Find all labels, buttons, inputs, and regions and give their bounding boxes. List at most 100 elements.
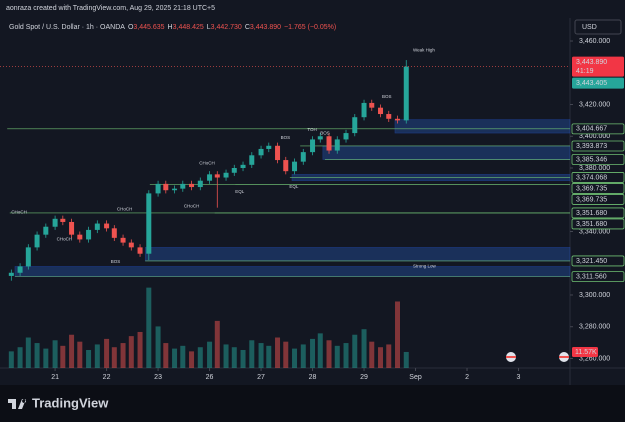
candle-body (111, 228, 117, 238)
volume-bar (17, 347, 23, 368)
volume-bar (77, 341, 83, 368)
volume-bar (240, 349, 246, 368)
y-tick-label: 3,460.000 (579, 38, 610, 45)
volume-bar (386, 344, 392, 368)
volume-bar (266, 345, 272, 368)
candle-body (317, 136, 323, 140)
annotation: Weak High (413, 48, 435, 53)
x-tick-label: 2 (465, 374, 469, 381)
volume-bar (120, 343, 126, 368)
volume-bar (111, 347, 117, 368)
volume-bar (283, 341, 289, 368)
ohlc-value: 3,442.730 (211, 24, 242, 31)
annotation: CHoCH (117, 206, 133, 211)
candle-body (43, 226, 49, 235)
annotation: CHoCH (11, 210, 27, 215)
volume-bar (94, 344, 100, 368)
level-box (571, 207, 625, 219)
candle-body (378, 107, 384, 115)
volume-bar (155, 326, 161, 368)
volume-bar (334, 345, 340, 368)
candle-body (60, 218, 66, 222)
candle-body (8, 272, 14, 276)
candle-body (266, 145, 272, 149)
volume-bar (395, 301, 401, 368)
y-tick-label: 3,280.000 (579, 324, 610, 331)
volume-bar (8, 351, 14, 368)
ohlc-value: 3,445.635 (133, 24, 164, 31)
level-label: 3,311.560 (576, 273, 607, 280)
candle-body (137, 247, 143, 254)
ohlc-key: C (245, 24, 250, 31)
candle-body (128, 242, 134, 248)
y-tick-label: 3,400.000 (579, 133, 610, 140)
candle-body (403, 66, 409, 121)
x-tick-label: Sep (409, 374, 422, 381)
candle-body (292, 161, 298, 172)
candle-body (258, 148, 264, 156)
countdown: 41:19 (576, 68, 594, 75)
level-box (571, 271, 625, 283)
order-block (322, 145, 571, 160)
volume-bar (180, 345, 186, 368)
annotation: EQL (235, 189, 245, 194)
volume-bar (258, 343, 264, 368)
symbol-legend: Gold Spot / U.S. Dollar · 1h · OANDA O3,4… (9, 24, 336, 31)
candle-body (223, 172, 229, 178)
flag-icon (506, 352, 516, 362)
annotation: EQL (289, 184, 299, 189)
level-label: 3,374.068 (576, 174, 607, 181)
x-tick-label: 26 (206, 374, 214, 381)
brand: TradingView (32, 395, 109, 410)
y-tick-label: 3,380.000 (579, 165, 610, 172)
x-tick-label: 29 (360, 374, 368, 381)
x-tick-label: 28 (309, 374, 317, 381)
ohlc-key: L (207, 24, 211, 31)
candle-body (214, 174, 220, 178)
level-box (571, 183, 625, 194)
author-line: aonraza created with TradingView.com, Au… (6, 5, 215, 12)
candle-body (25, 247, 31, 267)
annotation: CHoCH (199, 160, 215, 165)
volume-bar (231, 347, 237, 368)
candle-body (369, 102, 375, 108)
annotation: BOS (281, 135, 291, 140)
last-price-label: 3,443.890 (576, 59, 607, 66)
currency-box[interactable] (574, 19, 622, 35)
order-block (14, 266, 571, 277)
volume-bar (249, 340, 255, 368)
annotation: CHoCH (184, 203, 200, 208)
level-label: 3,351.680 (576, 221, 607, 228)
volume-bar (326, 340, 332, 368)
volume-bar (163, 343, 169, 368)
level-box (571, 218, 625, 230)
level-box (571, 255, 625, 267)
volume-label: 11.57K (575, 349, 597, 356)
volume-bar (275, 337, 281, 368)
currency[interactable]: USD (582, 24, 597, 31)
annotation: TOH (307, 127, 316, 132)
volume-bar (310, 338, 316, 368)
x-tick-label: 3 (517, 374, 521, 381)
candle-body (94, 223, 100, 230)
volume-bar (86, 349, 92, 368)
level-label: 3,351.680 (576, 210, 607, 217)
volume-bar (60, 345, 66, 368)
x-tick-label: 27 (257, 374, 265, 381)
candle-body (361, 102, 367, 118)
volume-bar (52, 340, 58, 368)
annotation: Strong Low (413, 264, 437, 269)
candle-body (334, 139, 340, 151)
level-label: 3,393.873 (576, 143, 607, 150)
ohlc-value: 3,443.890 (250, 24, 281, 31)
bid-price-box (572, 77, 624, 89)
candle-body (343, 133, 349, 140)
candle-body (69, 221, 75, 235)
candle-body (77, 234, 83, 240)
y-tick-label: 3,260.000 (579, 355, 610, 362)
level-label: 3,369.735 (576, 196, 607, 203)
volume-bar (43, 348, 49, 368)
candle-body (163, 183, 169, 191)
volume-label-box (572, 346, 598, 357)
